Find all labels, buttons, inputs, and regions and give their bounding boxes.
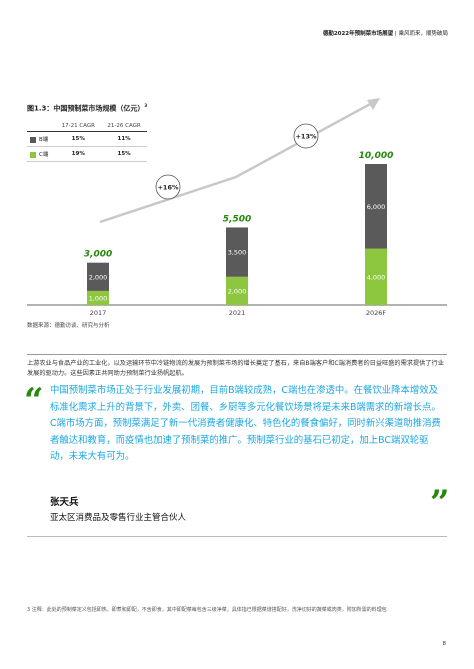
growth-rate-label: +16%	[157, 184, 178, 192]
bar-total-label: 3,000	[84, 250, 112, 260]
cagr-value: 11%	[101, 131, 147, 147]
x-tick-label: 2026F	[366, 309, 387, 317]
figure-title: 图1.3：中国预制菜市场规模（亿元）	[27, 104, 145, 113]
quote-divider	[27, 536, 447, 537]
body-paragraph: 上游农业与食品产业的工业化，以及运输环节中冷链物流的发展为预制菜市场的增长奠定了…	[27, 354, 447, 379]
x-tick-label: 2021	[229, 309, 246, 317]
cagr-table: 17-21 CAGR 21-26 CAGR B端 15% 11% C端 19% …	[27, 121, 147, 162]
bar-total-label: 10,000	[359, 151, 394, 161]
cagr-header-1: 17-21 CAGR	[55, 121, 102, 132]
growth-arrow-line	[99, 101, 373, 224]
x-tick-label: 2017	[90, 309, 107, 317]
bar-value-label: 3,500	[228, 249, 247, 257]
bar-total-label: 5,500	[223, 214, 251, 224]
bar-c-2017	[87, 290, 109, 305]
legend-swatch-b	[30, 136, 36, 143]
bar-b-2021	[226, 227, 248, 277]
figure-source: 数据来源：德勤访谈、研究与分析	[27, 323, 110, 329]
legend-label-b: B端	[39, 137, 49, 143]
growth-arrow-head	[367, 98, 380, 110]
cagr-header-blank	[27, 121, 56, 132]
bar-value-label: 1,000	[89, 294, 108, 302]
growth-rate-label: +13%	[295, 133, 316, 141]
bar-value-label: 4,000	[367, 273, 386, 281]
quote-close-mark: ”	[430, 483, 450, 523]
header-separator: |	[394, 31, 397, 37]
bar-b-2026F	[365, 164, 387, 249]
cagr-row-label: B端	[27, 131, 56, 147]
cagr-header-2: 21-26 CAGR	[101, 121, 147, 132]
figure-note-mark: 3	[144, 103, 148, 108]
bar-value-label: 2,000	[228, 287, 247, 295]
quote-open-mark: “	[24, 381, 44, 421]
growth-bubble	[293, 123, 319, 149]
legend-label-c: C端	[39, 152, 49, 158]
report-title: 德勤2022年预制菜市场展望	[322, 31, 394, 37]
quote-author: 张天兵	[50, 497, 79, 508]
quote-author-title: 亚太区消费品及零售行业主管合伙人	[50, 513, 187, 523]
cagr-value: 19%	[55, 146, 102, 162]
market-size-chart: 1,000 2,000 3,000 2017 2,000 3,500 5,500 2021 4,…	[27, 98, 447, 317]
cagr-row-label: C端	[27, 146, 56, 162]
bar-b-2017	[87, 262, 109, 291]
cagr-row-b: B端 15% 11%	[27, 131, 147, 147]
page-number: 8	[442, 641, 447, 647]
cagr-value: 15%	[101, 146, 147, 162]
legend-swatch-c	[30, 151, 36, 158]
bar-c-2026F	[365, 248, 387, 305]
report-header: 德勤2022年预制菜市场展望 | 乘风而来，顺势破局	[323, 29, 448, 37]
bar-value-label: 6,000	[367, 203, 386, 211]
footnote: 3 注释：此处的预制菜定义包括即热、即煮和即配，不含即食，其中即配菜每包含三级净…	[27, 607, 387, 613]
cagr-value: 15%	[55, 131, 102, 147]
bar-c-2021	[226, 276, 248, 305]
cagr-row-c: C端 19% 15%	[27, 146, 147, 162]
report-tagline: 乘风而来，顺势破局	[398, 31, 448, 37]
figure-title-block: 图1.3：中国预制菜市场规模（亿元）3	[27, 103, 147, 113]
bar-value-label: 2,000	[89, 273, 108, 281]
quote-text: 中国预制菜市场正处于行业发展初期，目前B端较成熟，C端也在渗透中。在餐饮业降本增…	[50, 385, 441, 463]
growth-bubble	[155, 174, 181, 200]
